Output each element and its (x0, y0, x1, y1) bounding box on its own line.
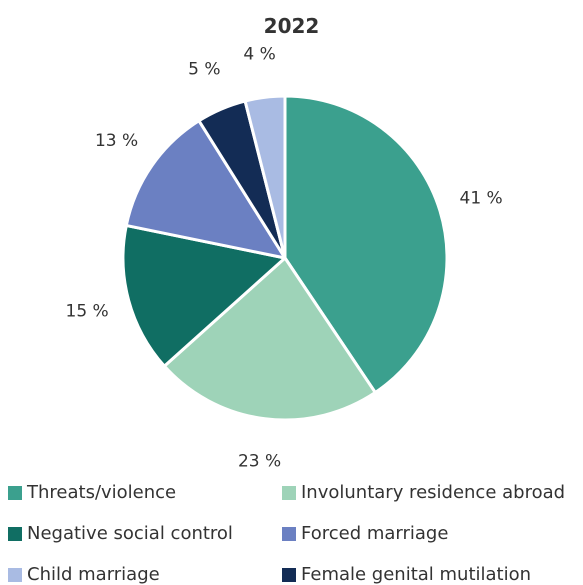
pie-slice-threats-violence (283, 94, 449, 395)
slice-label-forced-marriage: 13 % (95, 131, 138, 151)
legend-swatch (282, 526, 296, 541)
legend-item-negative-social-control: Negative social control (8, 523, 233, 544)
slice-label-involuntary-residence-abroad: 23 % (238, 451, 281, 470)
legend-item-involuntary-residence-abroad: Involuntary residence abroad (282, 482, 565, 503)
slice-label-female-genital-mutilation: 5 % (188, 60, 220, 80)
slice-label-negative-social-control: 15 % (66, 302, 109, 322)
pie-slice-child-marriage (243, 94, 287, 260)
legend-item-female-genital-mutilation: Female genital mutilation (282, 564, 531, 585)
legend-label: Negative social control (27, 523, 233, 544)
pie-slice-involuntary-residence-abroad (162, 256, 377, 422)
pie-slice-forced-marriage (124, 119, 287, 260)
legend-swatch (8, 485, 22, 500)
legend-label: Threats/violence (27, 482, 177, 503)
slice-label-threats-violence: 41 % (460, 188, 503, 208)
pie-slice-negative-social-control (121, 223, 287, 368)
legend-item-forced-marriage: Forced marriage (282, 523, 448, 544)
chart-title: 2022 (263, 14, 320, 38)
legend-item-threats-violence: Threats/violence (8, 482, 176, 503)
pie-chart: 41 % 23 % 15 % 13 % 5 % 4 % (66, 45, 503, 470)
legend-label: Involuntary residence abroad (301, 482, 566, 503)
slice-label-child-marriage: 4 % (243, 45, 275, 65)
legend-item-child-marriage: Child marriage (8, 564, 160, 585)
legend-swatch (8, 526, 22, 541)
legend-swatch (8, 567, 22, 582)
legend-label: Child marriage (27, 564, 160, 585)
legend-label: Female genital mutilation (301, 564, 532, 585)
legend-label: Forced marriage (301, 523, 449, 544)
legend-swatch (282, 485, 296, 500)
legend-swatch (282, 567, 296, 582)
